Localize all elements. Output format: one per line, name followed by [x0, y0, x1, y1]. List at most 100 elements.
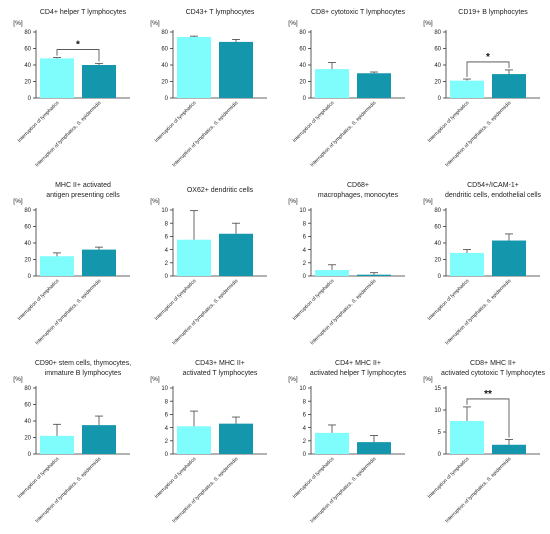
y-tick-label: 10 [161, 386, 168, 392]
y-tick-label: 8 [165, 221, 169, 227]
bar-interruption [315, 432, 349, 454]
x-category-label: Interruption of lymphatics [292, 456, 336, 500]
x-category-label: Interruption of lymphatics, S. epidermid… [171, 456, 239, 524]
y-tick-label: 20 [434, 80, 441, 86]
bar-interruption-s-epidermidis [357, 73, 391, 98]
y-tick-label: 80 [24, 386, 31, 392]
y-axis-label: [%] [423, 198, 433, 205]
bar-interruption [40, 435, 74, 454]
y-tick-label: 10 [299, 208, 306, 214]
y-tick-label: 0 [438, 274, 442, 280]
chart-title: antigen presenting cells [46, 192, 120, 199]
significance-bracket [466, 398, 510, 438]
y-tick-label: 20 [434, 258, 441, 264]
y-tick-label: 2 [165, 261, 169, 267]
chart-title: CD54+/ICAM-1+ [467, 182, 519, 189]
bar-interruption [450, 421, 484, 454]
chart-title: MHC II+ activated [55, 182, 111, 189]
bar-interruption-s-epidermidis [82, 425, 116, 454]
bar-interruption [177, 239, 211, 276]
y-tick-label: 20 [24, 436, 31, 442]
y-tick-label: 80 [24, 208, 31, 214]
significance-bracket [56, 49, 100, 62]
y-tick-label: 0 [303, 452, 307, 458]
y-tick-label: 0 [165, 452, 169, 458]
x-category-label: Interruption of lymphatics, S. epidermid… [34, 100, 102, 168]
y-tick-label: 4 [303, 426, 307, 432]
y-tick-label: 15 [434, 386, 441, 392]
x-category-label: Interruption of lymphatics [17, 456, 61, 500]
x-category-label: Interruption of lymphatics [292, 278, 336, 322]
y-axis-label: [%] [150, 376, 160, 383]
bar-interruption-s-epidermidis [82, 65, 116, 98]
bar-interruption-s-epidermidis [219, 41, 253, 98]
y-tick-label: 6 [165, 235, 169, 241]
y-axis-label: [%] [288, 20, 298, 27]
chart-title: activated cytotoxic T lymphocytes [441, 370, 546, 377]
significance-marker: * [76, 40, 80, 51]
y-tick-label: 40 [434, 241, 441, 247]
x-category-label: Interruption of lymphatics, S. epidermid… [34, 278, 102, 346]
chart-title: OX62+ dendritic cells [187, 187, 254, 194]
y-tick-label: 5 [438, 430, 442, 436]
x-category-label: Interruption of lymphatics [427, 456, 471, 500]
y-tick-label: 2 [165, 439, 169, 445]
y-tick-label: 0 [165, 274, 169, 280]
chart-title: activated helper T lymphocytes [310, 370, 407, 377]
chart-panel: CD19+ B lymphocytes [%] 0 20 40 60 80 Interrupt… [423, 9, 540, 168]
chart-title: CD43+ T lymphocytes [186, 9, 255, 16]
y-tick-label: 6 [303, 235, 307, 241]
bar-interruption-s-epidermidis [492, 74, 526, 98]
x-category-label: Interruption of lymphatics, S. epidermid… [34, 456, 102, 524]
x-category-label: Interruption of lymphatics, S. epidermid… [444, 278, 512, 346]
y-tick-label: 60 [24, 225, 31, 231]
bar-interruption [450, 80, 484, 98]
y-tick-label: 40 [299, 63, 306, 69]
bar-interruption [40, 256, 74, 276]
bar-interruption-s-epidermidis [492, 240, 526, 276]
chart-panel: MHC II+ activated antigen presenting cell… [13, 182, 130, 346]
y-axis-label: [%] [13, 198, 23, 205]
bar-interruption-s-epidermidis [219, 233, 253, 276]
bar-interruption [315, 270, 349, 276]
x-category-label: Interruption of lymphatics, S. epidermid… [444, 456, 512, 524]
y-axis-label: [%] [13, 20, 23, 27]
y-axis-label: [%] [150, 20, 160, 27]
x-category-label: Interruption of lymphatics, S. epidermid… [171, 278, 239, 346]
x-category-label: Interruption of lymphatics, S. epidermid… [309, 278, 377, 346]
x-category-label: Interruption of lymphatics, S. epidermid… [309, 456, 377, 524]
y-tick-label: 10 [161, 208, 168, 214]
chart-title: CD4+ helper T lymphocytes [40, 9, 127, 16]
y-tick-label: 80 [434, 30, 441, 36]
y-tick-label: 40 [24, 419, 31, 425]
x-category-label: Interruption of lymphatics [427, 278, 471, 322]
bar-interruption [177, 426, 211, 454]
y-tick-label: 80 [24, 30, 31, 36]
chart-panel: CD68+ macrophages, monocytes [%] 0 2 4 6 8 10 Int… [288, 182, 405, 346]
significance-marker: * [486, 52, 490, 63]
y-tick-label: 0 [28, 452, 32, 458]
y-tick-label: 10 [299, 386, 306, 392]
x-category-label: Interruption of lymphatics [427, 100, 471, 144]
chart-panel: CD54+/ICAM-1+ dendritic cells, endothelia… [423, 182, 541, 346]
chart-panel: OX62+ dendritic cells [%] 0 2 4 6 8 10 Interrupt… [150, 187, 267, 346]
y-tick-label: 8 [165, 399, 169, 405]
x-category-label: Interruption of lymphatics [154, 100, 198, 144]
y-tick-label: 0 [28, 96, 32, 102]
y-tick-label: 80 [434, 208, 441, 214]
y-tick-label: 2 [303, 439, 307, 445]
chart-title: CD19+ B lymphocytes [458, 9, 528, 16]
bar-interruption [450, 252, 484, 276]
y-tick-label: 0 [28, 274, 32, 280]
y-tick-label: 0 [438, 96, 442, 102]
chart-panel: CD8+ cytotoxic T lymphocytes [%] 0 20 40 60 80… [288, 9, 405, 168]
x-category-label: Interruption of lymphatics, S. epidermid… [171, 100, 239, 168]
y-tick-label: 8 [303, 399, 307, 405]
bar-interruption-s-epidermidis [219, 423, 253, 454]
y-axis-label: [%] [13, 376, 23, 383]
x-category-label: Interruption of lymphatics [154, 278, 198, 322]
y-tick-label: 2 [303, 261, 307, 267]
chart-panel: CD4+ MHC II+ activated helper T lymphocyt… [288, 360, 407, 524]
y-tick-label: 0 [303, 274, 307, 280]
bar-interruption [40, 58, 74, 98]
